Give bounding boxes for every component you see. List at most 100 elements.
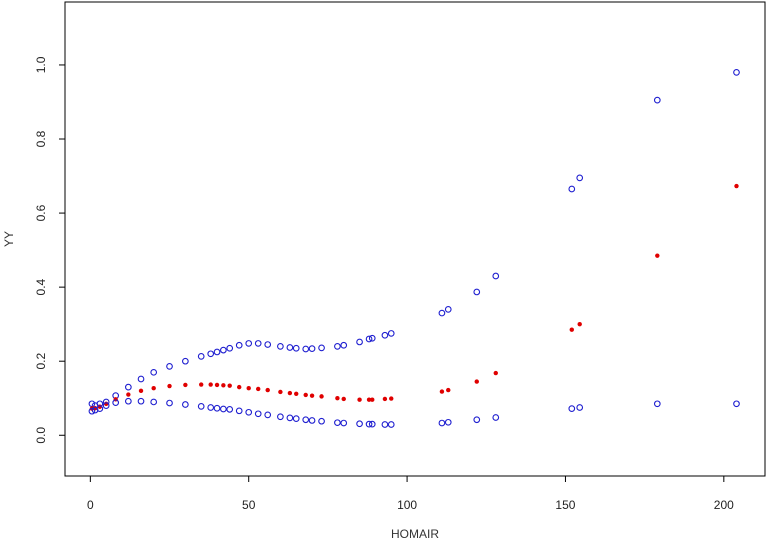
upper-bound-point [182,357,189,365]
estimate-point [227,383,232,388]
upper-bound-point [235,341,243,349]
upper-bound-point [340,341,348,349]
upper-bound-point [124,383,132,391]
lower-bound-point [254,410,262,418]
estimate-point [309,393,315,398]
upper-bound-point [308,345,316,352]
y-tick-label: 0.4 [34,278,48,295]
x-tick-label: 150 [555,498,575,512]
estimate-point [138,388,144,394]
upper-bound-point [387,330,395,337]
upper-bound-point [318,344,325,352]
upper-bound-point [444,306,452,313]
y-axis-title: YY [2,231,16,247]
lower-bound-point [292,415,300,422]
lower-bound-point [235,407,243,415]
x-tick-label: 50 [242,498,256,512]
lower-bound-point [166,399,173,407]
estimate-point [198,382,204,387]
estimate-point [357,397,362,402]
upper-bound-point [277,343,284,350]
estimate-point [319,394,324,399]
upper-bound-point [137,375,145,383]
lower-bound-point [226,405,234,413]
upper-bound-point [197,353,205,360]
upper-bound-point [576,174,584,182]
estimate-point [341,396,346,402]
lower-bound-point [438,419,446,427]
lower-bound-point [102,402,110,409]
upper-bound-point [286,344,294,351]
lower-bound-point [264,411,272,419]
upper-bound-point [302,345,310,353]
lower-bound-point [356,420,363,428]
lower-bound-point [150,398,158,406]
lower-bound-point [387,421,395,428]
estimate-point [370,397,375,402]
lower-bound-point [88,407,96,415]
y-tick-label: 0.2 [34,353,48,370]
y-tick-label: 0.0 [34,427,48,444]
estimate-point [577,321,582,327]
lower-bound-point [302,416,310,424]
estimate-point [278,389,283,395]
estimate-point [303,392,308,398]
estimate-point [126,392,131,397]
upper-bound-point [226,344,234,352]
upper-bound-point [150,368,158,376]
upper-bound-point [473,288,481,296]
upper-bound-point [213,348,221,356]
upper-bound-point [166,363,173,370]
lower-bound-point [568,405,576,412]
upper-bound-point [438,309,446,317]
lower-bound-point [653,400,661,408]
lower-bound-point [277,413,284,421]
lower-bound-point [220,405,227,413]
estimate-point [366,397,372,402]
upper-bound-point [254,340,262,347]
lower-bound-point [182,401,189,408]
x-axis: 0 50 100 150 200 [87,475,734,512]
lower-bound-point [286,414,294,422]
upper-bound-point [653,96,661,104]
estimate-point [237,384,242,390]
lower-bound-point [365,420,373,428]
estimate-point [167,383,172,389]
upper-bound-point [264,341,272,348]
lower-bound-point [137,397,145,405]
upper-bound-point [334,343,341,350]
lower-bound-point [381,421,389,428]
estimate-point [265,387,270,393]
data-points [88,69,740,428]
lower-bound-point [576,404,584,411]
estimate-point [221,383,226,388]
y-tick-label: 1.0 [34,56,48,73]
estimate-point [294,391,299,396]
estimate-point [439,389,445,394]
y-tick-label: 0.6 [34,204,48,221]
estimate-point [256,386,261,392]
lower-bound-point [340,419,348,427]
estimate-point [389,396,394,401]
upper-bound-point [568,185,576,193]
upper-bound-point [292,344,300,352]
estimate-point [183,382,188,388]
upper-bound-point [368,334,376,342]
upper-bound-point [220,346,227,354]
lower-bound-point [207,404,215,411]
lower-bound-point [368,420,376,428]
lower-bound-point [197,403,205,410]
lower-bound-point [308,417,316,424]
y-axis: 0.0 0.2 0.4 0.6 0.8 1.0 [34,56,66,444]
estimate-point [734,183,739,189]
upper-bound-point [381,331,389,339]
estimate-point [151,386,156,391]
estimate-point [208,382,213,387]
estimate-point [446,387,451,393]
estimate-point [335,396,340,401]
lower-bound-point [96,405,104,412]
lower-bound-point [733,400,740,408]
estimate-point [493,370,498,376]
estimate-point [287,390,293,396]
